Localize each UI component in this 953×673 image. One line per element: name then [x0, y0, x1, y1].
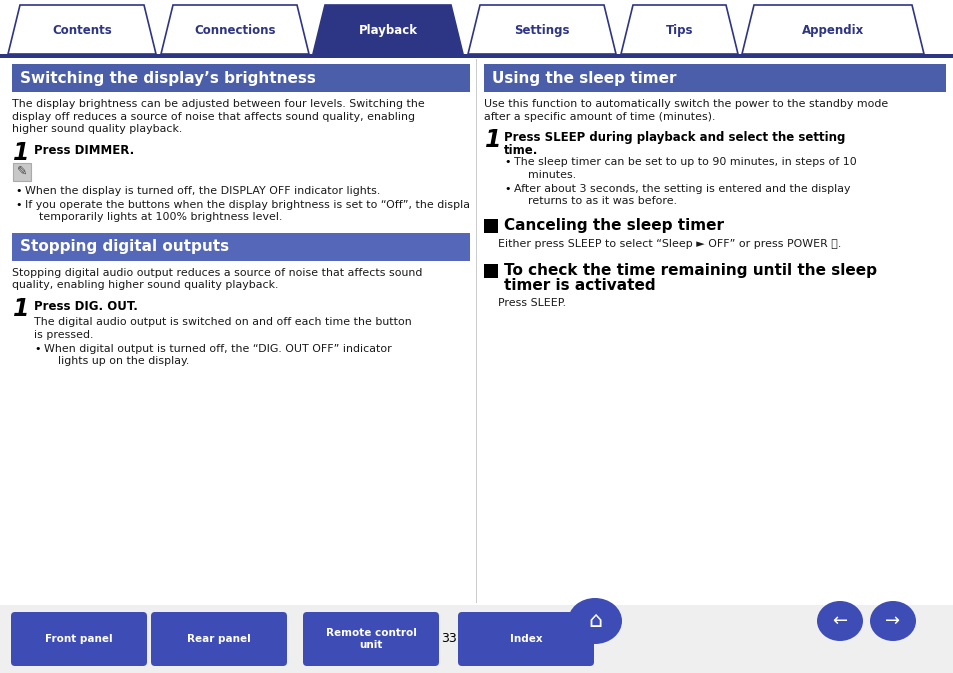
Bar [12, 64, 470, 92]
Text: Front panel: Front panel [45, 634, 112, 644]
Text: If you operate the buttons when the display brightness is set to “Off”, the disp: If you operate the buttons when the disp… [25, 200, 476, 210]
Text: time.: time. [503, 144, 537, 157]
Bar [13, 162, 30, 180]
Bar [483, 219, 497, 233]
Bar [13, 162, 30, 180]
Bar [483, 64, 945, 92]
Text: Remote control
unit: Remote control unit [325, 628, 416, 650]
Ellipse shape [869, 601, 915, 641]
Text: The digital audio output is switched on and off each time the button: The digital audio output is switched on … [34, 317, 412, 327]
Text: Tips: Tips [665, 24, 693, 37]
Text: Rear panel: Rear panel [187, 634, 251, 644]
Text: •: • [503, 157, 510, 167]
Text: is pressed.: is pressed. [34, 330, 93, 339]
Ellipse shape [816, 601, 862, 641]
FancyBboxPatch shape [11, 612, 147, 666]
Text: Press SLEEP during playback and select the setting: Press SLEEP during playback and select t… [503, 131, 844, 144]
Text: 1: 1 [484, 128, 501, 152]
FancyBboxPatch shape [303, 612, 438, 666]
Text: Stopping digital outputs: Stopping digital outputs [20, 240, 229, 254]
Bar [0, 605, 953, 673]
Text: timer is activated: timer is activated [503, 279, 655, 293]
Text: ✎: ✎ [17, 165, 28, 178]
Text: Press SLEEP.: Press SLEEP. [497, 297, 565, 308]
Text: Press DIG. OUT.: Press DIG. OUT. [34, 300, 138, 313]
Text: Using the sleep timer: Using the sleep timer [492, 71, 676, 85]
Text: Use this function to automatically switch the power to the standby mode: Use this function to automatically switc… [483, 99, 887, 109]
Text: higher sound quality playback.: higher sound quality playback. [12, 124, 182, 134]
Text: •: • [15, 200, 22, 210]
Text: •: • [15, 186, 22, 197]
Text: Switching the display’s brightness: Switching the display’s brightness [20, 71, 315, 85]
Text: 1: 1 [13, 297, 30, 321]
Text: Stopping digital audio output reduces a source of noise that affects sound: Stopping digital audio output reduces a … [12, 268, 422, 278]
Text: after a specific amount of time (minutes).: after a specific amount of time (minutes… [483, 112, 715, 122]
Text: Playback: Playback [358, 24, 417, 37]
Text: After about 3 seconds, the setting is entered and the display: After about 3 seconds, the setting is en… [514, 184, 850, 194]
Text: →: → [884, 612, 900, 630]
Text: temporarily lights at 100% brightness level.: temporarily lights at 100% brightness le… [25, 213, 282, 223]
Text: •: • [34, 344, 40, 354]
Polygon shape [8, 5, 156, 54]
Polygon shape [313, 5, 462, 54]
Bar [483, 264, 497, 277]
Text: Press DIMMER.: Press DIMMER. [34, 143, 134, 157]
Text: The display brightness can be adjusted between four levels. Switching the: The display brightness can be adjusted b… [12, 99, 424, 109]
Text: 33: 33 [440, 633, 456, 645]
Text: Settings: Settings [514, 24, 569, 37]
FancyBboxPatch shape [457, 612, 594, 666]
Text: Index: Index [509, 634, 541, 644]
Text: Canceling the sleep timer: Canceling the sleep timer [503, 218, 723, 233]
Text: display off reduces a source of noise that affects sound quality, enabling: display off reduces a source of noise th… [12, 112, 415, 122]
Text: Appendix: Appendix [801, 24, 863, 37]
Text: ←: ← [832, 612, 846, 630]
Bar [12, 233, 470, 261]
Text: 1: 1 [13, 141, 30, 164]
Text: •: • [503, 184, 510, 194]
Ellipse shape [567, 598, 621, 644]
Text: Either press SLEEP to select “Sleep ► OFF” or press POWER ⏻.: Either press SLEEP to select “Sleep ► OF… [497, 239, 841, 249]
Text: returns to as it was before.: returns to as it was before. [514, 197, 677, 207]
Text: Contents: Contents [52, 24, 112, 37]
Polygon shape [468, 5, 616, 54]
Text: minutes.: minutes. [514, 170, 576, 180]
Text: quality, enabling higher sound quality playback.: quality, enabling higher sound quality p… [12, 281, 278, 291]
Polygon shape [620, 5, 738, 54]
Text: When the display is turned off, the DISPLAY OFF indicator lights.: When the display is turned off, the DISP… [25, 186, 380, 197]
Polygon shape [161, 5, 309, 54]
Text: ⌂: ⌂ [587, 611, 601, 631]
Text: To check the time remaining until the sleep: To check the time remaining until the sl… [503, 262, 876, 277]
Text: The sleep timer can be set to up to 90 minutes, in steps of 10: The sleep timer can be set to up to 90 m… [514, 157, 856, 167]
Text: When digital output is turned off, the “DIG. OUT OFF” indicator: When digital output is turned off, the “… [44, 344, 392, 354]
Polygon shape [741, 5, 923, 54]
FancyBboxPatch shape [151, 612, 287, 666]
Text: lights up on the display.: lights up on the display. [44, 357, 189, 367]
Text: Connections: Connections [194, 24, 275, 37]
Bar [0, 54, 953, 58]
